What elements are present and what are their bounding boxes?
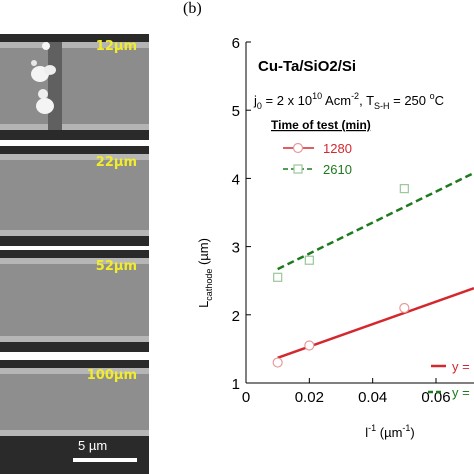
chart-subtitle: j0 = 2 x 1010 Acm-2, TS-H = 250 oC bbox=[253, 91, 444, 111]
fit-key-text-2610: y = bbox=[452, 385, 470, 400]
y-tick-label: 5 bbox=[232, 103, 240, 120]
data-point-1280 bbox=[272, 357, 283, 368]
sem-panel-1: 12µm bbox=[0, 34, 149, 140]
sem-image-2 bbox=[0, 146, 149, 246]
panel-letter: (b) bbox=[183, 0, 202, 17]
x-tick-label: 0.04 bbox=[358, 389, 387, 406]
sem-image-3 bbox=[0, 250, 149, 352]
x-axis-label: l-1 (µm-1) bbox=[365, 423, 415, 440]
sem-image-4 bbox=[0, 360, 149, 474]
x-tick-label: 0 bbox=[242, 389, 250, 406]
data-point-1280 bbox=[304, 340, 315, 351]
legend-entry-1280: 1280 bbox=[283, 141, 352, 156]
y-tick-label: 6 bbox=[232, 35, 240, 52]
legend-label-2610: 2610 bbox=[323, 162, 352, 177]
fit-key-text-1280: y = bbox=[452, 359, 470, 374]
y-tick-label: 1 bbox=[232, 376, 240, 393]
data-point-2610 bbox=[304, 255, 314, 265]
y-axis-label: Lcathode (µm) bbox=[196, 238, 214, 308]
scale-bar bbox=[73, 458, 137, 462]
fit-line-2610 bbox=[277, 171, 474, 271]
sem-label-2: 22µm bbox=[95, 155, 137, 170]
sem-label-4: 100µm bbox=[86, 368, 137, 383]
sem-panel-2: 22µm bbox=[0, 146, 149, 246]
legend-marker-2610 bbox=[293, 164, 303, 174]
chart-title: Cu-Ta/SiO2/Si bbox=[258, 58, 356, 75]
sem-panel-4: 100µm bbox=[0, 360, 149, 474]
y-tick-label: 4 bbox=[232, 171, 240, 188]
sem-image-1 bbox=[0, 34, 149, 140]
y-tick-label: 3 bbox=[232, 240, 240, 257]
legend-marker-1280 bbox=[292, 142, 304, 154]
legend-title: Time of test (min) bbox=[271, 118, 371, 132]
y-tick-label: 2 bbox=[232, 308, 240, 325]
data-point-1280 bbox=[399, 302, 410, 314]
fit-label-2610: y = bbox=[428, 385, 470, 400]
sem-panel-3: 52µm bbox=[0, 250, 149, 352]
data-point-2610 bbox=[273, 272, 283, 282]
legend-label-1280: 1280 bbox=[323, 141, 352, 156]
sem-label-3: 52µm bbox=[95, 259, 137, 274]
legend-entry-2610: 2610 bbox=[283, 162, 352, 177]
sem-label-1: 12µm bbox=[95, 39, 137, 54]
scale-bar-label: 5 µm bbox=[78, 438, 108, 453]
fit-label-1280: y = bbox=[431, 359, 470, 374]
x-tick-label: 0.02 bbox=[295, 389, 324, 406]
data-point-2610 bbox=[399, 184, 409, 194]
